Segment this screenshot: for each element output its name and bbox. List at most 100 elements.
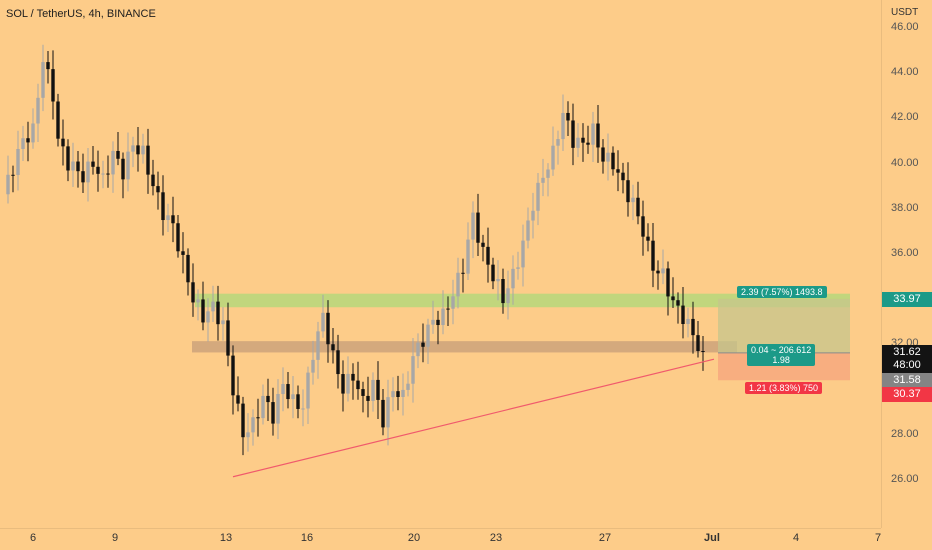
candle-body <box>681 305 685 325</box>
candle-body <box>406 383 410 390</box>
candle-body <box>41 62 45 98</box>
candle-body <box>181 251 185 255</box>
time-axis-divider <box>0 528 881 529</box>
candle-body <box>391 391 395 398</box>
resistance-zone <box>195 293 850 308</box>
time-axis-tick: 9 <box>111 532 119 544</box>
candle-body <box>376 379 380 400</box>
risk-reward-label[interactable]: 0.04 ~ 206.612 1.98 <box>747 344 816 366</box>
candle-body <box>196 299 200 303</box>
candle-body <box>456 272 460 297</box>
candle-body <box>471 212 475 240</box>
candle-body <box>601 147 605 162</box>
candle-body <box>491 264 495 282</box>
time-axis-tick: 13 <box>219 532 233 544</box>
candle-body <box>221 320 225 325</box>
candle-body <box>261 395 265 419</box>
time-axis-tick: 4 <box>792 532 800 544</box>
risk-reward-line2: 1.98 <box>772 355 790 365</box>
candle-body <box>581 137 585 143</box>
symbol-title[interactable]: SOL / TetherUS, 4h, BINANCE <box>6 8 156 20</box>
candle-body <box>486 246 490 265</box>
candle-body <box>591 123 595 145</box>
candle-body <box>231 355 235 396</box>
candle-body <box>6 174 10 195</box>
candle-body <box>381 399 385 428</box>
target-info-label[interactable]: 2.39 (7.57%) 1493.8 <box>737 286 827 298</box>
candle-body <box>276 394 280 424</box>
candle-body <box>16 148 20 175</box>
time-axis-tick: 27 <box>598 532 612 544</box>
candle-body <box>126 151 130 180</box>
candle-body <box>551 145 555 170</box>
stop-info-label[interactable]: 1.21 (3.83%) 750 <box>745 382 823 394</box>
take-profit-price-badge: 33.97 <box>882 292 932 307</box>
candle-body <box>166 215 170 221</box>
candle-body <box>31 123 35 143</box>
candle-body <box>541 177 545 183</box>
stop-loss-price-badge: 30.37 <box>882 387 932 402</box>
candle-body <box>331 344 335 351</box>
candle-body <box>81 171 85 183</box>
candle-body <box>396 391 400 397</box>
bar-countdown-badge: 48:00 <box>882 358 932 373</box>
candle-body <box>191 282 195 303</box>
candle-body <box>346 373 350 394</box>
candle-body <box>251 417 255 433</box>
candle-body <box>96 166 100 174</box>
candle-body <box>661 268 665 274</box>
candle-body <box>201 299 205 323</box>
candle-body <box>26 138 30 143</box>
candle-body <box>576 137 580 148</box>
candle-body <box>696 335 700 352</box>
candle-body <box>131 145 135 152</box>
price-axis-tick: 46.00 <box>891 21 919 33</box>
candle-body <box>296 394 300 409</box>
candle-body <box>656 270 660 274</box>
candle-body <box>616 169 620 173</box>
candle-body <box>421 342 425 347</box>
candle-body <box>146 145 150 175</box>
candle-body <box>91 161 95 167</box>
candle-body <box>176 223 180 252</box>
time-axis-tick: 6 <box>29 532 37 544</box>
price-axis-tick: 38.00 <box>891 201 919 214</box>
last-price-badge: 31.62 <box>882 345 932 360</box>
candle-body <box>571 120 575 148</box>
candle-body <box>516 267 520 269</box>
support-zone <box>192 341 737 353</box>
candle-body <box>411 356 415 384</box>
candle-body <box>451 296 455 309</box>
candle-body <box>371 379 375 401</box>
price-axis-tick: 40.00 <box>891 156 919 169</box>
price-axis-divider <box>881 0 882 528</box>
candle-body <box>21 138 25 149</box>
candle-body <box>216 301 220 325</box>
candle-body <box>426 324 430 347</box>
candle-body <box>536 182 540 211</box>
candle-body <box>561 112 565 140</box>
entry-price-badge: 31.58 <box>882 373 932 388</box>
candle-body <box>76 161 80 172</box>
candle-body <box>46 62 50 70</box>
candle-body <box>66 146 70 171</box>
candle-body <box>361 389 365 396</box>
candle-body <box>281 384 285 395</box>
candle-body <box>206 311 210 323</box>
candle-body <box>631 197 635 203</box>
candle-body <box>156 186 160 193</box>
candle-body <box>366 395 370 401</box>
candle-body <box>386 397 390 428</box>
candle-body <box>556 139 560 146</box>
price-axis-tick: 28.00 <box>891 427 919 440</box>
candle-body <box>311 359 315 373</box>
candle-body <box>611 152 615 170</box>
time-axis-tick: 20 <box>407 532 421 544</box>
candle-body <box>116 150 120 159</box>
candle-body <box>266 395 270 403</box>
time-axis-tick: 16 <box>300 532 314 544</box>
candle-body <box>256 417 260 419</box>
candle-body <box>121 158 125 180</box>
